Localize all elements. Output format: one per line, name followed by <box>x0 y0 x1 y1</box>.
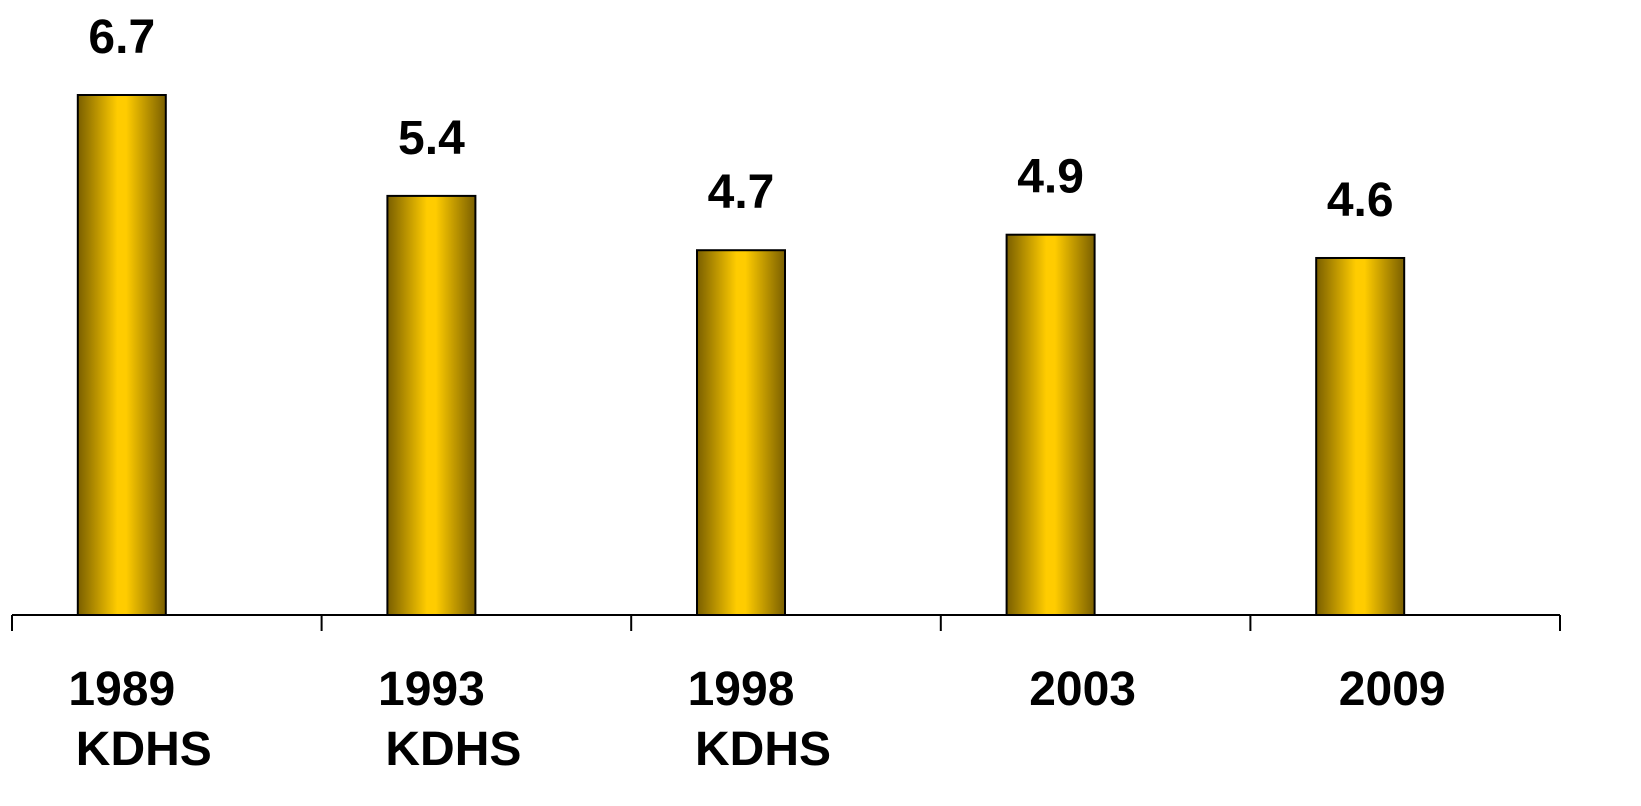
category-label-1-0: 1993 <box>378 663 485 716</box>
category-label-1-1: KDHS <box>385 723 521 776</box>
category-label-3-0: 2003 <box>1029 663 1136 716</box>
bar-3 <box>1005 233 1096 616</box>
bar-1 <box>386 194 477 617</box>
bars-group <box>76 94 1406 617</box>
data-label-0: 6.7 <box>88 11 155 64</box>
data-label-1: 5.4 <box>398 112 465 165</box>
bar-2 <box>696 249 786 616</box>
data-label-4: 4.6 <box>1327 174 1394 227</box>
category-label-4-0: 2009 <box>1339 663 1446 716</box>
data-label-2: 4.7 <box>708 166 775 219</box>
category-label-2-1: KDHS <box>695 723 831 776</box>
x-axis <box>11 614 1561 631</box>
category-labels-group: 1989 KDHS 1993 KDHS 1998 KDHS 2003 2009 <box>68 663 1445 776</box>
data-labels-group: 6.7 5.4 4.7 4.9 4.6 <box>88 11 1393 227</box>
data-label-3: 4.9 <box>1017 151 1084 204</box>
bar-0 <box>76 94 167 616</box>
bar-4 <box>1315 256 1406 616</box>
category-label-0-1: KDHS <box>76 723 212 776</box>
category-label-2-0: 1998 <box>688 663 795 716</box>
category-label-0-0: 1989 <box>68 663 175 716</box>
